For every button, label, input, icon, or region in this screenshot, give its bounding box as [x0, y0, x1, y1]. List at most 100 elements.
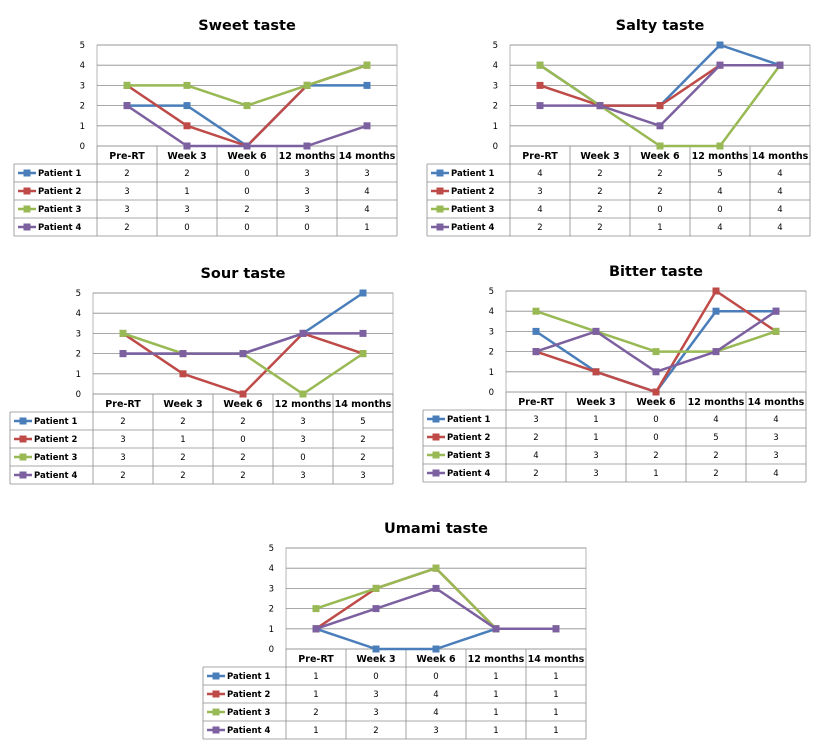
category-header: Week 6: [416, 654, 456, 665]
y-tick-label: 3: [493, 81, 498, 91]
category-header: Pre-RT: [109, 151, 145, 162]
legend-key-marker: [432, 433, 440, 441]
salty-taste-chart: Salty taste 0 1 2 3 4 5 Pre-RT Week 3 Week 6 12 mo…: [426, 18, 811, 237]
data-point: [656, 142, 664, 150]
data-table: [426, 146, 811, 237]
data-label: 4: [364, 205, 369, 215]
data-label: 4: [777, 223, 782, 233]
data-point: [536, 81, 544, 89]
umami-taste-panel: Umami taste 0 1 2 3 4 5 Pre-RT Week 3 Week 6 12 mo…: [202, 517, 591, 740]
data-label: 0: [433, 672, 438, 682]
legend-label: Patient 4: [451, 223, 495, 233]
y-tick-label: 4: [80, 61, 85, 71]
data-label: 2: [313, 708, 318, 718]
data-label: 4: [717, 187, 722, 197]
data-label: 2: [657, 187, 662, 197]
data-label: 0: [300, 453, 305, 463]
category-header: Week 3: [163, 399, 202, 410]
data-point: [183, 81, 191, 89]
data-label: 3: [304, 187, 309, 197]
y-tick-label: 0: [269, 645, 274, 655]
data-label: 2: [713, 469, 718, 479]
data-point: [363, 61, 371, 69]
legend-label: Patient 4: [447, 469, 491, 479]
data-table: [202, 649, 587, 740]
legend-label: Patient 4: [34, 471, 78, 481]
legend-label: Patient 1: [447, 415, 491, 425]
data-label: 3: [124, 187, 129, 197]
data-point: [716, 142, 724, 150]
category-header: Week 3: [580, 151, 619, 162]
category-header: 12 months: [688, 397, 745, 408]
y-tick-label: 1: [269, 625, 274, 635]
data-point: [299, 390, 307, 398]
data-point: [372, 605, 380, 613]
data-point: [432, 645, 440, 653]
legend-key-marker: [19, 453, 27, 461]
y-tick-label: 2: [269, 605, 274, 615]
data-label: 3: [300, 471, 305, 481]
category-header: 12 months: [692, 151, 749, 162]
legend-key-marker: [23, 169, 31, 177]
data-label: 1: [313, 690, 318, 700]
data-point: [656, 122, 664, 130]
y-tick-label: 2: [80, 102, 85, 112]
legend-label: Patient 2: [227, 690, 271, 700]
data-label: 2: [124, 169, 129, 179]
data-label: 4: [433, 690, 438, 700]
legend-label: Patient 3: [451, 205, 495, 215]
data-label: 4: [777, 169, 782, 179]
data-label: 3: [773, 433, 778, 443]
data-label: 3: [593, 451, 598, 461]
data-point: [123, 102, 131, 110]
y-tick-label: 0: [80, 142, 85, 152]
legend-key-marker: [19, 417, 27, 425]
data-point: [596, 102, 604, 110]
series-line-patient-2: [315, 566, 556, 631]
y-tick-label: 1: [493, 122, 498, 132]
data-point: [712, 307, 720, 315]
sour-taste-chart: Sour taste 0 1 2 3 4 5 Pre-RT Week 3 Week 6 12 mon…: [9, 266, 394, 485]
y-tick-label: 4: [493, 61, 498, 71]
legend-key-marker: [23, 205, 31, 213]
data-point: [532, 327, 540, 335]
data-label: 2: [653, 451, 658, 461]
data-label: 3: [124, 205, 129, 215]
y-tick-label: 5: [493, 41, 498, 51]
data-label: 2: [360, 453, 365, 463]
data-label: 2: [533, 469, 538, 479]
data-label: 2: [537, 223, 542, 233]
data-label: 4: [773, 415, 778, 425]
data-label: 3: [593, 469, 598, 479]
data-label: 4: [777, 187, 782, 197]
category-header: 14 months: [339, 151, 396, 162]
legend-label: Patient 1: [451, 169, 495, 179]
data-label: 4: [533, 451, 538, 461]
data-point: [363, 81, 371, 89]
data-point: [183, 142, 191, 150]
data-label: 2: [120, 417, 125, 427]
legend-label: Patient 1: [38, 169, 82, 179]
y-tick-label: 4: [269, 564, 274, 574]
data-point: [119, 329, 127, 337]
y-tick-label: 2: [493, 102, 498, 112]
category-header: Pre-RT: [105, 399, 141, 410]
data-label: 3: [537, 187, 542, 197]
legend-key-marker: [432, 469, 440, 477]
legend-label: Patient 4: [227, 726, 271, 736]
data-label: 1: [553, 690, 558, 700]
data-label: 2: [120, 471, 125, 481]
bitter-taste-panel: Bitter taste 0 1 2 3 4 5 Pre-RT Week 3 Week 6 12 m…: [422, 260, 811, 483]
data-label: 2: [124, 223, 129, 233]
data-label: 4: [537, 205, 542, 215]
data-point: [239, 390, 247, 398]
y-tick-label: 1: [80, 122, 85, 132]
data-label: 4: [537, 169, 542, 179]
data-label: 5: [713, 433, 718, 443]
y-tick-label: 0: [493, 142, 498, 152]
data-label: 0: [184, 223, 189, 233]
data-label: 1: [553, 726, 558, 736]
data-label: 0: [717, 205, 722, 215]
y-tick-label: 1: [76, 370, 81, 380]
legend-key-marker: [19, 435, 27, 443]
